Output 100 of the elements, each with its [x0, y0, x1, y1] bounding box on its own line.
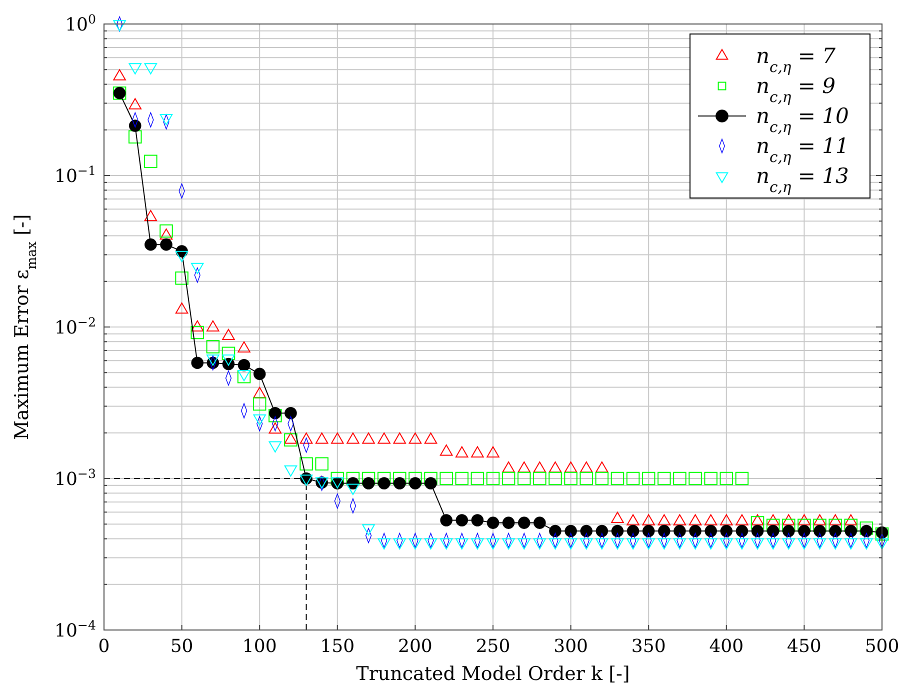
point: [549, 524, 562, 538]
point: [470, 472, 484, 486]
point: [564, 472, 578, 486]
y-tick-label: 10$^{−3}$: [54, 465, 96, 490]
legend-label: n$_{c,η}$ = 10: [756, 104, 849, 136]
point: [424, 472, 438, 486]
point: [658, 524, 670, 538]
point: [782, 524, 795, 538]
point: [191, 356, 204, 369]
y-tick-label: 10$^{−2}$: [54, 314, 96, 338]
x-tick-label: 500: [864, 636, 900, 657]
point: [798, 518, 811, 532]
point: [626, 472, 640, 486]
point: [782, 518, 796, 532]
point: [394, 477, 406, 490]
legend-label: n$_{c,η}$ = 11: [756, 134, 849, 166]
x-tick-label: 0: [98, 636, 110, 657]
point: [611, 524, 624, 538]
point: [518, 516, 530, 529]
x-axis-title: Truncated Model Order k [-]: [356, 663, 630, 685]
point: [253, 368, 266, 380]
point: [238, 359, 250, 372]
point: [688, 472, 702, 486]
point: [456, 514, 468, 526]
point: [860, 524, 873, 538]
y-tick-label: 10$^{0}$: [65, 10, 96, 36]
x-tick-label: 400: [709, 636, 744, 657]
point: [393, 472, 406, 486]
point: [674, 524, 686, 538]
point: [440, 472, 453, 486]
x-tick-label: 150: [320, 636, 355, 657]
point: [580, 472, 593, 486]
point: [829, 524, 842, 538]
point: [704, 524, 717, 538]
x-tick-label: 250: [476, 636, 510, 657]
point: [486, 516, 500, 529]
point: [720, 524, 733, 538]
x-tick-label: 100: [242, 636, 277, 657]
point: [409, 477, 422, 490]
point: [750, 516, 764, 530]
point: [642, 524, 655, 538]
point: [596, 524, 608, 538]
x-tick-label: 50: [170, 636, 194, 657]
point: [284, 407, 297, 420]
y-tick-label: 10$^{−4}$: [54, 616, 96, 642]
point: [300, 457, 313, 470]
point: [610, 472, 624, 486]
point: [766, 524, 780, 538]
legend-label: n$_{c,η}$ = 7: [756, 44, 836, 76]
point: [642, 472, 656, 486]
point: [144, 154, 158, 168]
point: [284, 433, 298, 446]
point: [595, 472, 609, 486]
point: [735, 472, 749, 486]
point: [222, 346, 236, 360]
point: [160, 238, 172, 251]
point: [378, 477, 390, 490]
point: [502, 516, 515, 529]
point: [190, 326, 204, 340]
point: [455, 472, 469, 486]
legend-label: n$_{c,η}$ = 13: [756, 164, 849, 196]
point: [548, 472, 562, 486]
point: [471, 514, 484, 526]
point: [533, 472, 546, 486]
x-tick-label: 300: [554, 636, 588, 657]
point: [766, 518, 780, 532]
legend-label: n$_{c,η}$ = 9: [756, 74, 836, 106]
point: [813, 518, 826, 532]
point: [564, 524, 577, 538]
x-tick-label: 200: [398, 636, 432, 657]
point: [128, 120, 142, 132]
point: [144, 238, 157, 251]
point: [502, 472, 516, 486]
point: [720, 472, 734, 486]
point: [704, 472, 718, 486]
point: [408, 472, 422, 486]
point: [751, 524, 764, 538]
point: [534, 516, 546, 529]
x-tick-label: 450: [787, 636, 822, 657]
point: [486, 472, 500, 486]
point: [828, 518, 842, 532]
point: [269, 407, 282, 420]
point: [844, 524, 858, 538]
point: [315, 457, 328, 470]
point: [736, 524, 748, 538]
x-tick-label: 350: [631, 636, 666, 657]
point: [362, 472, 376, 486]
point: [673, 472, 686, 486]
point: [844, 518, 858, 532]
point: [268, 409, 282, 422]
point: [330, 472, 344, 486]
point: [424, 477, 437, 490]
y-tick-label: 10$^{−1}$: [54, 162, 96, 187]
point: [362, 477, 375, 490]
point: [814, 524, 826, 538]
point: [252, 397, 266, 411]
point: [206, 340, 220, 354]
point: [175, 272, 188, 285]
point: [658, 472, 671, 486]
point: [377, 472, 391, 486]
